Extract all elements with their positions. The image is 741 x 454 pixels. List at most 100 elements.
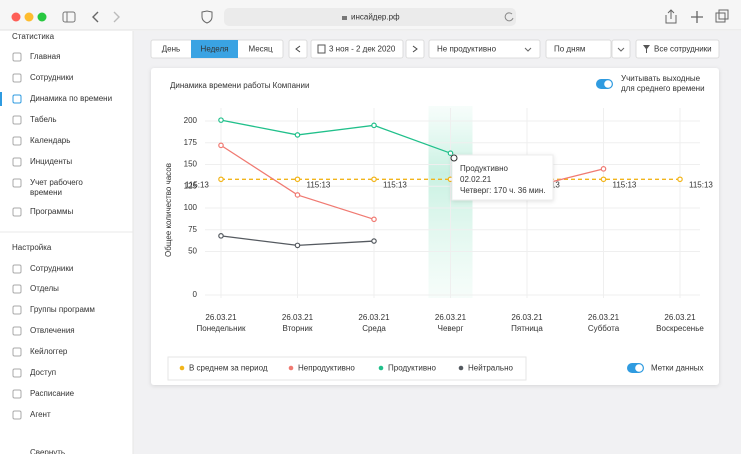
data-point — [218, 233, 224, 239]
sidebar-item[interactable]: Табель — [30, 115, 57, 124]
sidebar-item[interactable]: Календарь — [30, 136, 70, 145]
toggle-knob — [635, 364, 643, 372]
prev-range[interactable] — [288, 39, 308, 59]
sidebar-icon — [12, 207, 22, 217]
sidebar-section-title: Настройка — [12, 243, 52, 252]
sidebar-item[interactable]: Программы — [30, 207, 73, 216]
filter-text[interactable]: Не продуктивно — [437, 45, 497, 54]
legend-label[interactable]: В среднем за период — [189, 364, 268, 373]
sidebar-icon — [12, 347, 22, 357]
sidebar-icon — [12, 410, 22, 420]
active-indicator — [0, 92, 2, 106]
sidebar-item[interactable]: Агент — [30, 410, 51, 419]
sidebar-item[interactable]: времени — [30, 188, 62, 197]
sidebar-item[interactable]: Учет рабочего — [30, 178, 83, 187]
sidebar-collapse[interactable]: Свернуть — [30, 448, 65, 454]
employees-text[interactable]: Все сотрудники — [654, 45, 712, 54]
data-label: 115:13 — [307, 180, 331, 189]
x-date-label: 26.03.21 — [435, 313, 467, 322]
sidebar-icon — [12, 94, 22, 104]
data-point — [371, 216, 377, 223]
filter-select[interactable] — [428, 39, 541, 59]
sidebar-item[interactable]: Сотрудники — [30, 73, 73, 82]
chevron — [617, 47, 625, 52]
period-button[interactable]: День — [162, 45, 180, 54]
y-tick-label: 75 — [188, 225, 197, 234]
x-tick-label: Суббота — [588, 324, 620, 333]
tooltip — [451, 154, 554, 201]
x-date-label: 26.03.21 — [588, 313, 620, 322]
tooltip-text: Четверг: 170 ч. 36 мин. — [460, 186, 546, 195]
grouping-text[interactable]: По дням — [554, 45, 585, 54]
data-point — [371, 238, 377, 244]
toggle-label: Учитывать выходные — [621, 74, 701, 83]
y-tick-label: 0 — [193, 290, 198, 299]
chevron — [524, 47, 532, 52]
sidebar-icon — [12, 305, 22, 315]
y-tick-label: 50 — [188, 247, 197, 256]
sidebar-icon — [12, 115, 22, 125]
lock-icon — [342, 16, 347, 20]
window-button[interactable] — [37, 12, 47, 22]
next-range[interactable] — [405, 39, 425, 59]
data-point — [218, 142, 224, 149]
sidebar-item[interactable]: Инциденты — [30, 157, 72, 166]
sidebar-item[interactable]: Сотрудники — [30, 264, 73, 273]
period-button[interactable]: Месяц — [248, 45, 273, 54]
date-range[interactable] — [310, 39, 404, 59]
sidebar-item[interactable]: Доступ — [30, 368, 56, 377]
legend-dot — [288, 365, 294, 371]
data-point — [294, 132, 301, 138]
y-axis-label: Общее количество часов — [164, 163, 173, 257]
tabs-icon[interactable] — [715, 12, 726, 23]
sidebar-item[interactable]: Кейлоггер — [30, 347, 68, 356]
tooltip-title: Продуктивно — [460, 164, 509, 173]
x-date-label: 26.03.21 — [664, 313, 696, 322]
x-date-label: 26.03.21 — [511, 313, 543, 322]
share-icon[interactable] — [665, 9, 677, 24]
grouping-arrow[interactable] — [611, 39, 631, 59]
data-label: 115:13 — [689, 180, 713, 189]
sidebar-icon — [12, 264, 22, 274]
legend-dot — [378, 365, 384, 371]
data-point — [218, 117, 224, 123]
y-tick-label: 100 — [184, 203, 198, 212]
employees-button[interactable] — [635, 39, 720, 59]
data-label: 115:13 — [185, 180, 209, 189]
sidebar-icon — [12, 389, 22, 399]
sidebar-item[interactable]: Главная — [30, 52, 60, 61]
x-date-label: 26.03.21 — [282, 313, 314, 322]
grouping-select[interactable] — [545, 39, 612, 59]
window-button[interactable] — [11, 12, 21, 22]
period-button[interactable]: Неделя — [201, 45, 229, 54]
legend-label[interactable]: Продуктивно — [388, 364, 437, 373]
sidebar-item[interactable]: Отделы — [30, 284, 59, 293]
window-button[interactable] — [24, 12, 34, 22]
reload-icon[interactable] — [504, 12, 514, 22]
data-point — [294, 192, 301, 198]
y-tick-label: 200 — [184, 116, 198, 125]
sidebar-item[interactable]: Динамика по времени — [30, 94, 112, 103]
y-tick-label: 175 — [184, 138, 198, 147]
x-tick-label: Понедельник — [197, 324, 246, 333]
data-point — [600, 176, 607, 183]
date-range-text[interactable]: 3 ноя - 2 дек 2020 — [329, 45, 396, 54]
new-tab-icon[interactable] — [691, 11, 703, 23]
forward-button[interactable] — [113, 11, 120, 23]
legend-label[interactable]: Непродуктивно — [298, 364, 355, 373]
sidebar-toggle-icon[interactable] — [62, 11, 76, 23]
period-active — [191, 40, 238, 58]
chart-title: Динамика времени работы Компании — [170, 81, 309, 90]
sidebar-item[interactable]: Отвлечения — [30, 326, 75, 335]
sidebar-item[interactable]: Расписание — [30, 389, 75, 398]
shield-icon — [201, 10, 213, 24]
sidebar-item[interactable]: Группы программ — [30, 305, 95, 314]
sidebar-icon — [12, 52, 22, 62]
sidebar-icon — [12, 284, 22, 294]
url-bar[interactable] — [224, 8, 516, 26]
x-date-label: 26.03.21 — [358, 313, 390, 322]
data-point — [447, 150, 454, 156]
back-button[interactable] — [92, 11, 99, 23]
legend-label[interactable]: Нейтрально — [468, 364, 514, 373]
